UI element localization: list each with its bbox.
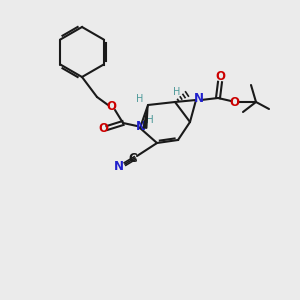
Text: H: H bbox=[173, 87, 181, 97]
Text: O: O bbox=[106, 100, 116, 113]
Text: H: H bbox=[136, 94, 144, 104]
Text: N: N bbox=[136, 121, 146, 134]
Text: O: O bbox=[98, 122, 108, 134]
Text: N: N bbox=[114, 160, 124, 173]
Text: O: O bbox=[229, 95, 239, 109]
Text: C: C bbox=[129, 152, 137, 164]
Text: N: N bbox=[194, 92, 204, 106]
Text: O: O bbox=[215, 70, 225, 83]
Text: H: H bbox=[146, 115, 154, 125]
Polygon shape bbox=[143, 105, 148, 128]
